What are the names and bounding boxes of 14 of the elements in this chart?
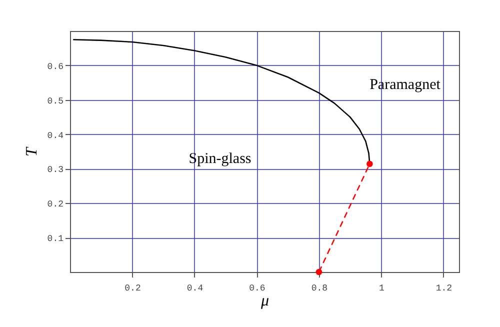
y-tick-label: 0.1 <box>47 234 64 244</box>
y-tick-label: 0.2 <box>47 200 64 210</box>
y-tick-label: 0.6 <box>47 62 64 72</box>
x-tick-label: 1 <box>378 284 384 294</box>
x-tick-label: 0.6 <box>249 284 266 294</box>
x-axis-title: μ <box>260 292 270 310</box>
y-axis-title: T <box>23 146 40 156</box>
y-tick-label: 0.3 <box>47 165 64 176</box>
y-tick-label: 0.5 <box>47 96 64 106</box>
x-tick-label: 1.2 <box>436 284 452 294</box>
x-tick-label: 0.2 <box>124 284 141 294</box>
x-tick-label: 0.8 <box>311 284 328 294</box>
x-tick-label: 0.4 <box>186 284 204 294</box>
y-tick-label: 0.4 <box>47 130 64 141</box>
